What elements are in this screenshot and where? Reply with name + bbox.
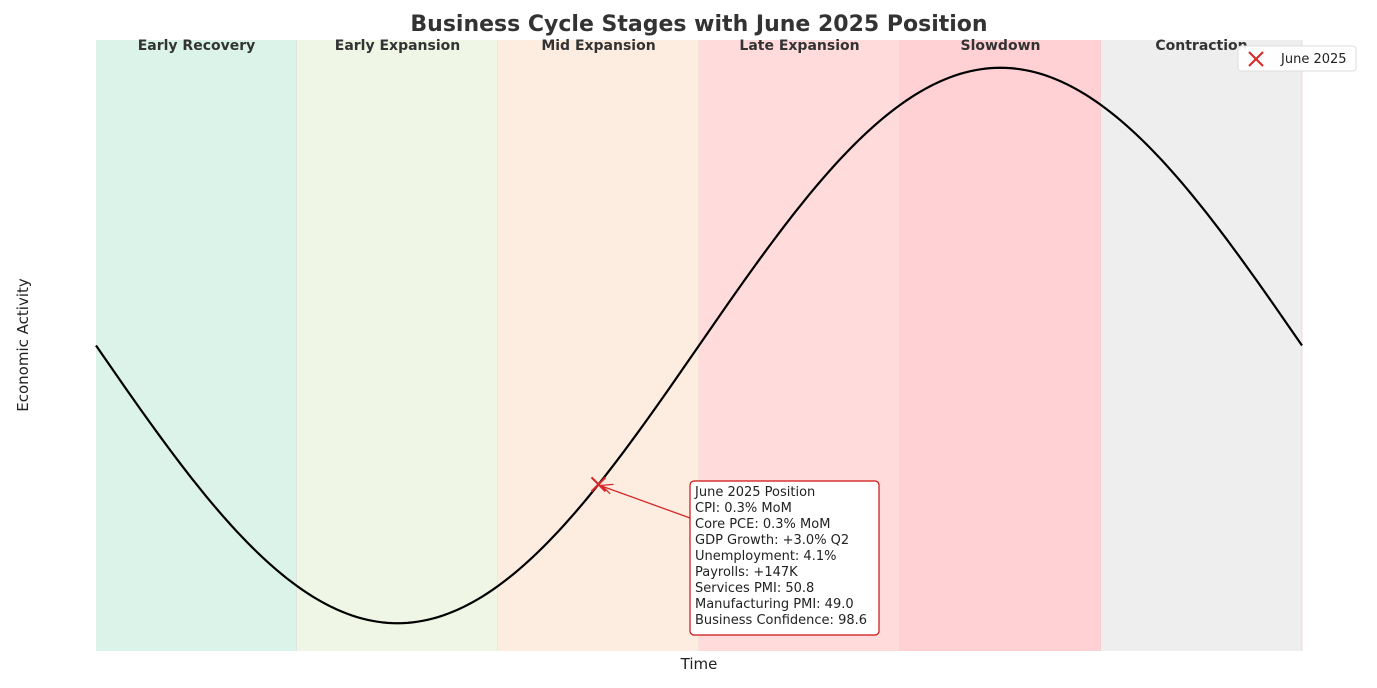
stage-label-4: Slowdown [961,38,1041,54]
marker-stroke-2 [590,476,607,493]
stage-band-1 [297,40,498,651]
annotation-line-0: June 2025 Position [694,485,815,500]
annotation-box [689,480,880,636]
stage-label-1: Early Expansion [335,38,460,54]
legend-box [1237,45,1357,72]
stage-label-0: Early Recovery [138,38,256,54]
x-axis-label: Time [680,655,718,673]
y-axis-label: Economic Activity [14,278,32,412]
stage-label-5: Contraction [1155,38,1247,54]
stage-label-2: Mid Expansion [541,38,655,54]
legend-marker-stroke-2 [1248,51,1264,67]
annotation-line-7: Manufacturing PMI: 49.0 [695,597,854,612]
annotation-line-5: Payrolls: +147K [695,565,798,580]
annotation-arrowhead [600,483,614,495]
stage-labels: Early Recovery Early Expansion Mid Expansi… [138,38,1248,54]
chart-legend: June 2025 [1237,45,1357,72]
annotation-line-1: CPI: 0.3% MoM [695,501,792,516]
stage-band-0 [96,40,297,651]
economic-activity-curve [95,66,1303,625]
annotation-line-3: GDP Growth: +3.0% Q2 [695,533,849,548]
chart-title: Business Cycle Stages with June 2025 Pos… [410,12,987,37]
annotation-line-4: Unemployment: 4.1% [695,549,836,564]
stage-label-3: Late Expansion [739,38,859,54]
annotation-line-6: Services PMI: 50.8 [695,581,814,596]
june-2025-marker [590,476,607,493]
annotation-arrow [602,485,691,519]
stage-band-5 [1101,40,1302,651]
annotation-line-2: Core PCE: 0.3% MoM [695,517,830,532]
stage-band-2 [498,40,699,651]
annotation-line-8: Business Confidence: 98.6 [695,613,867,628]
legend-label: June 2025 [1280,52,1347,67]
stage-band-4 [900,40,1101,651]
